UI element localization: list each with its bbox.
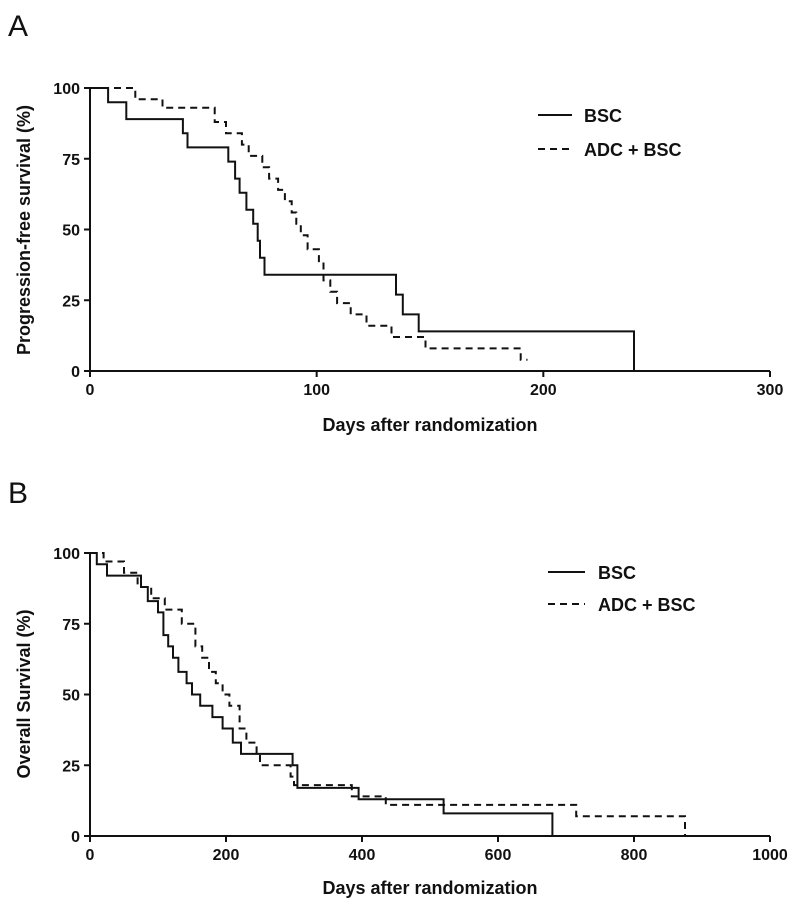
y-axis-title: Progression-free survival (%)	[14, 105, 34, 355]
x-tick-label: 400	[349, 847, 376, 864]
x-axis-title: Days after randomization	[322, 878, 537, 898]
series-line-bsc	[90, 552, 554, 836]
x-tick-label: 100	[303, 382, 330, 399]
panel-label: B	[8, 477, 28, 510]
y-tick-label: 0	[71, 364, 80, 381]
y-tick-label: 100	[53, 546, 80, 563]
x-tick-label: 600	[485, 847, 512, 864]
legend-label: ADC + BSC	[598, 595, 696, 615]
y-tick-label: 25	[62, 293, 80, 310]
y-axis-title: Overall Survival (%)	[14, 609, 34, 778]
panel-label: A	[8, 10, 28, 43]
series-line-adc-bsc	[90, 87, 528, 361]
x-tick-label: 800	[621, 847, 648, 864]
chart-panel-a: A 0 25 50 75 100 0 100 200 300 Days after randomiz…	[8, 10, 783, 435]
x-tick-label: 200	[530, 382, 557, 399]
y-tick-label: 50	[62, 223, 80, 240]
x-tick-label: 300	[757, 382, 784, 399]
x-axis-title: Days after randomization	[322, 415, 537, 435]
y-tick-label: 100	[53, 81, 80, 98]
x-tick-label: 0	[86, 382, 95, 399]
x-tick-label: 200	[213, 847, 240, 864]
y-tick-label: 75	[62, 152, 80, 169]
legend-label: BSC	[598, 563, 636, 583]
y-tick-label: 0	[71, 829, 80, 846]
series-line-bsc	[90, 87, 635, 371]
y-tick-label: 25	[62, 758, 80, 775]
x-tick-label: 0	[86, 847, 95, 864]
series-line-adc-bsc	[90, 552, 686, 836]
legend-label: BSC	[584, 106, 622, 126]
y-tick-label: 75	[62, 617, 80, 634]
legend-label: ADC + BSC	[584, 140, 682, 160]
x-tick-label: 1000	[752, 847, 788, 864]
y-tick-label: 50	[62, 688, 80, 705]
